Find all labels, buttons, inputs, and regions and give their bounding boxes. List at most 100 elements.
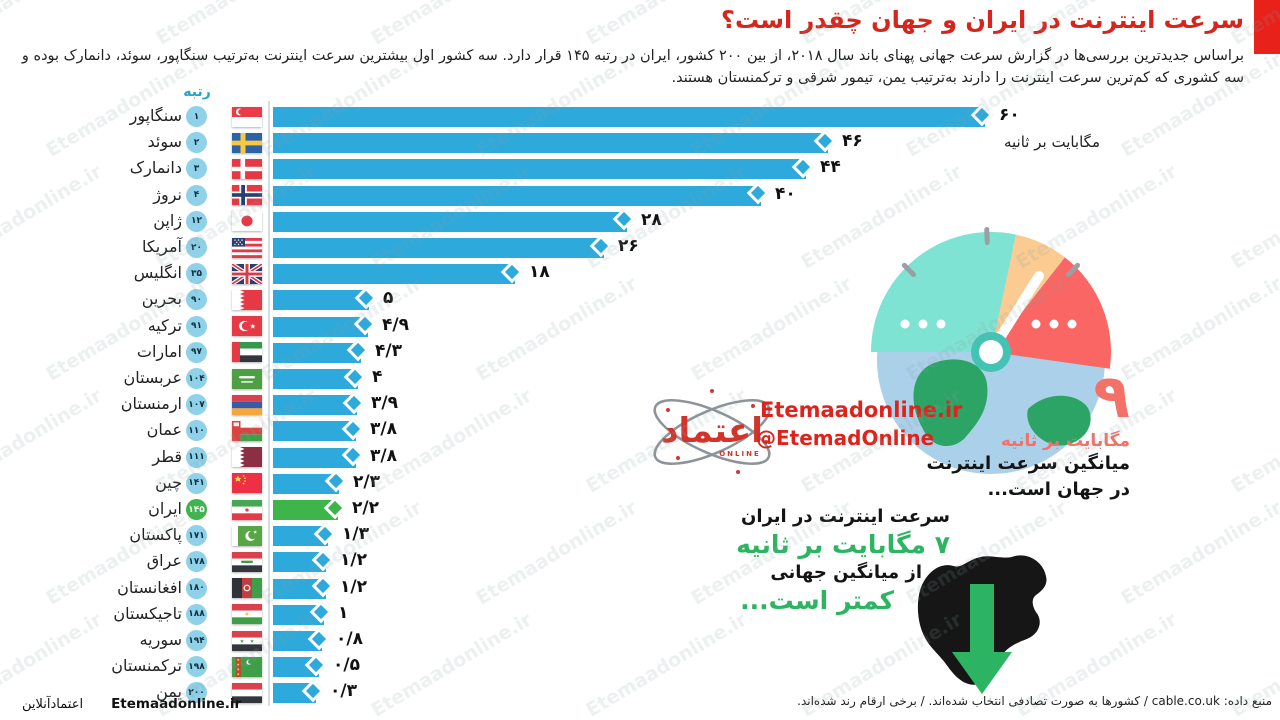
page-title: سرعت اینترنت در ایران و جهان چقدر است؟ bbox=[721, 6, 1244, 34]
speed-value: ۴/۳ bbox=[375, 340, 402, 361]
country-label: پاکستان bbox=[129, 525, 182, 545]
iran-stat-line-1: سرعت اینترنت در ایران bbox=[741, 506, 950, 527]
gauge-hub-center bbox=[979, 340, 1003, 364]
world-average-unit: مگابایت بر ثانیه bbox=[1000, 431, 1130, 451]
country-label: عراق bbox=[146, 551, 182, 571]
rank-badge: ۱۸۸ bbox=[186, 603, 207, 625]
gauge-ticks bbox=[901, 227, 1081, 278]
down-arrow-icon bbox=[952, 584, 1012, 694]
flag-icon-afghanistan bbox=[232, 578, 262, 599]
rank-badge: ۳۵ bbox=[186, 263, 207, 285]
speed-value: ۰/۸ bbox=[336, 629, 363, 649]
rank-badge: ۱۹۸ bbox=[186, 656, 207, 678]
country-label: آمریکا bbox=[141, 237, 182, 256]
speed-value: ۰/۳ bbox=[330, 681, 357, 702]
gauge-dots bbox=[900, 319, 1077, 329]
iran-stat-highlight-1: ۷ مگابایت بر ثانیه bbox=[736, 530, 950, 560]
flag-icon-sweden bbox=[232, 132, 262, 153]
rank-badge: ۱۷۸ bbox=[186, 551, 207, 573]
country-row-yemen: یمن ۲۰۰ ۰/۳ bbox=[0, 679, 1280, 706]
speed-value: ۲/۲ bbox=[352, 498, 379, 518]
speed-value: ۴/۹ bbox=[382, 314, 409, 335]
rank-badge: ۱۴۵ bbox=[186, 499, 207, 520]
flag-icon-turkey bbox=[232, 316, 262, 337]
country-row-usa: آمریکا ۲۰ ۲۶ bbox=[0, 234, 1280, 261]
world-average-number: ۹ bbox=[1093, 362, 1130, 432]
country-row-pakistan: پاکستان ۱۷۱ ۱/۳ bbox=[0, 522, 1280, 549]
country-row-syria: سوریه ۱۹۴ ۰/۸ bbox=[0, 627, 1280, 654]
flag-icon-singapore bbox=[232, 106, 262, 127]
unit-label: مگابایت بر ثانیه bbox=[1003, 133, 1100, 151]
country-label: دانمارک bbox=[129, 158, 182, 178]
flag-icon-oman bbox=[232, 420, 262, 441]
country-row-qatar: قطر ۱۱۱ ۳/۸ bbox=[0, 443, 1280, 471]
country-row-japan: ژاپن ۱۲ ۲۸ bbox=[0, 207, 1280, 235]
speed-value: ۴۶ bbox=[842, 131, 863, 152]
country-row-sweden: سوئد ۲ ۴۶ bbox=[0, 129, 1280, 156]
iran-stat-highlight-2: کمتر است... bbox=[740, 585, 894, 615]
footer-brand: اعتمادآنلاین Etemaadonline.ir bbox=[22, 696, 241, 712]
rank-badge: ۴ bbox=[186, 184, 207, 206]
world-average-caption-1: میانگین سرعت اینترنت bbox=[926, 453, 1130, 474]
subtitle-text: براساس جدیدترین بررسی‌ها در گزارش سرعت ج… bbox=[21, 48, 1244, 86]
country-label: عمان bbox=[146, 420, 182, 440]
flag-icon-qatar bbox=[232, 447, 262, 468]
rank-badge: ۱۸۰ bbox=[186, 577, 207, 599]
flag-icon-tajikistan bbox=[232, 604, 262, 625]
flag-icon-uae bbox=[232, 342, 262, 363]
country-label: سوئد bbox=[147, 132, 182, 152]
speed-bar bbox=[273, 342, 361, 363]
country-row-oman: عمان ۱۱۰ ۳/۸ bbox=[0, 417, 1280, 444]
country-label: بحرین bbox=[141, 289, 182, 309]
speed-value: ۵ bbox=[383, 288, 394, 309]
flag-icon-iraq bbox=[232, 551, 262, 572]
flag-icon-yemen bbox=[232, 682, 262, 703]
country-row-china: چین ۱۴۱ ۲/۳ bbox=[0, 469, 1280, 497]
rank-badge: ۱۰۴ bbox=[186, 368, 207, 389]
speed-bar bbox=[273, 290, 369, 311]
speed-value: ۶۰ bbox=[999, 105, 1020, 125]
country-label: انگلیس bbox=[133, 263, 182, 283]
globe-continent-left bbox=[913, 359, 988, 447]
country-label: ایران bbox=[148, 499, 182, 518]
speed-bar bbox=[273, 395, 357, 416]
speed-value: ۱/۲ bbox=[340, 576, 367, 597]
flag-icon-china bbox=[232, 473, 262, 494]
rank-badge: ۱۱۱ bbox=[186, 446, 207, 468]
speed-value: ۲۸ bbox=[641, 209, 662, 230]
rank-badge: ۹۷ bbox=[186, 341, 207, 363]
rank-badge: ۱۱۰ bbox=[186, 420, 207, 442]
speed-value: ۳/۸ bbox=[370, 445, 397, 466]
rank-badge: ۲ bbox=[186, 132, 207, 154]
footer-brand-fa: اعتمادآنلاین bbox=[22, 697, 84, 712]
country-label: سوریه bbox=[139, 630, 182, 649]
country-row-armenia: ارمنستان ۱۰۷ ۳/۹ bbox=[0, 391, 1280, 418]
speed-value: ۲۶ bbox=[618, 236, 639, 256]
country-row-denmark: دانمارک ۳ ۴۴ bbox=[0, 155, 1280, 182]
country-label: چین bbox=[155, 472, 182, 492]
rank-badge: ۱۹۴ bbox=[186, 630, 207, 651]
speed-bar bbox=[273, 421, 356, 442]
speed-bar bbox=[273, 185, 761, 206]
speed-value: ۱/۲ bbox=[340, 550, 367, 571]
speed-bar bbox=[273, 526, 328, 547]
rank-badge: ۱۲ bbox=[186, 210, 207, 232]
speed-bar bbox=[273, 447, 356, 468]
country-row-uk: انگلیس ۳۵ ۱۸ bbox=[0, 260, 1280, 287]
logo-site-url: Etemaadonline.ir bbox=[760, 398, 963, 422]
watermark-text: Etemaadonline.ir bbox=[0, 0, 106, 50]
rank-column-header: رتبه bbox=[183, 84, 211, 100]
gauge-wedge-red bbox=[991, 257, 1111, 369]
country-label: ژاپن bbox=[153, 210, 182, 230]
rank-badge: ۱۰۷ bbox=[186, 394, 207, 416]
brand-corner-block bbox=[1254, 0, 1280, 54]
flag-icon-pakistan bbox=[232, 525, 262, 546]
globe-continent-right bbox=[1027, 395, 1091, 446]
country-label: سنگاپور bbox=[129, 106, 182, 125]
country-row-afghanistan: افغانستان ۱۸۰ ۱/۲ bbox=[0, 574, 1280, 602]
country-row-saudi: عربستان ۱۰۴ ۴ bbox=[0, 365, 1280, 392]
iran-stat-line-2: از میانگین جهانی bbox=[770, 561, 922, 583]
world-average-stat: ۹ مگابایت بر ثانیه میانگین سرعت اینترنت … bbox=[927, 366, 1130, 503]
speed-bar bbox=[273, 238, 604, 258]
speed-bar bbox=[273, 133, 828, 154]
